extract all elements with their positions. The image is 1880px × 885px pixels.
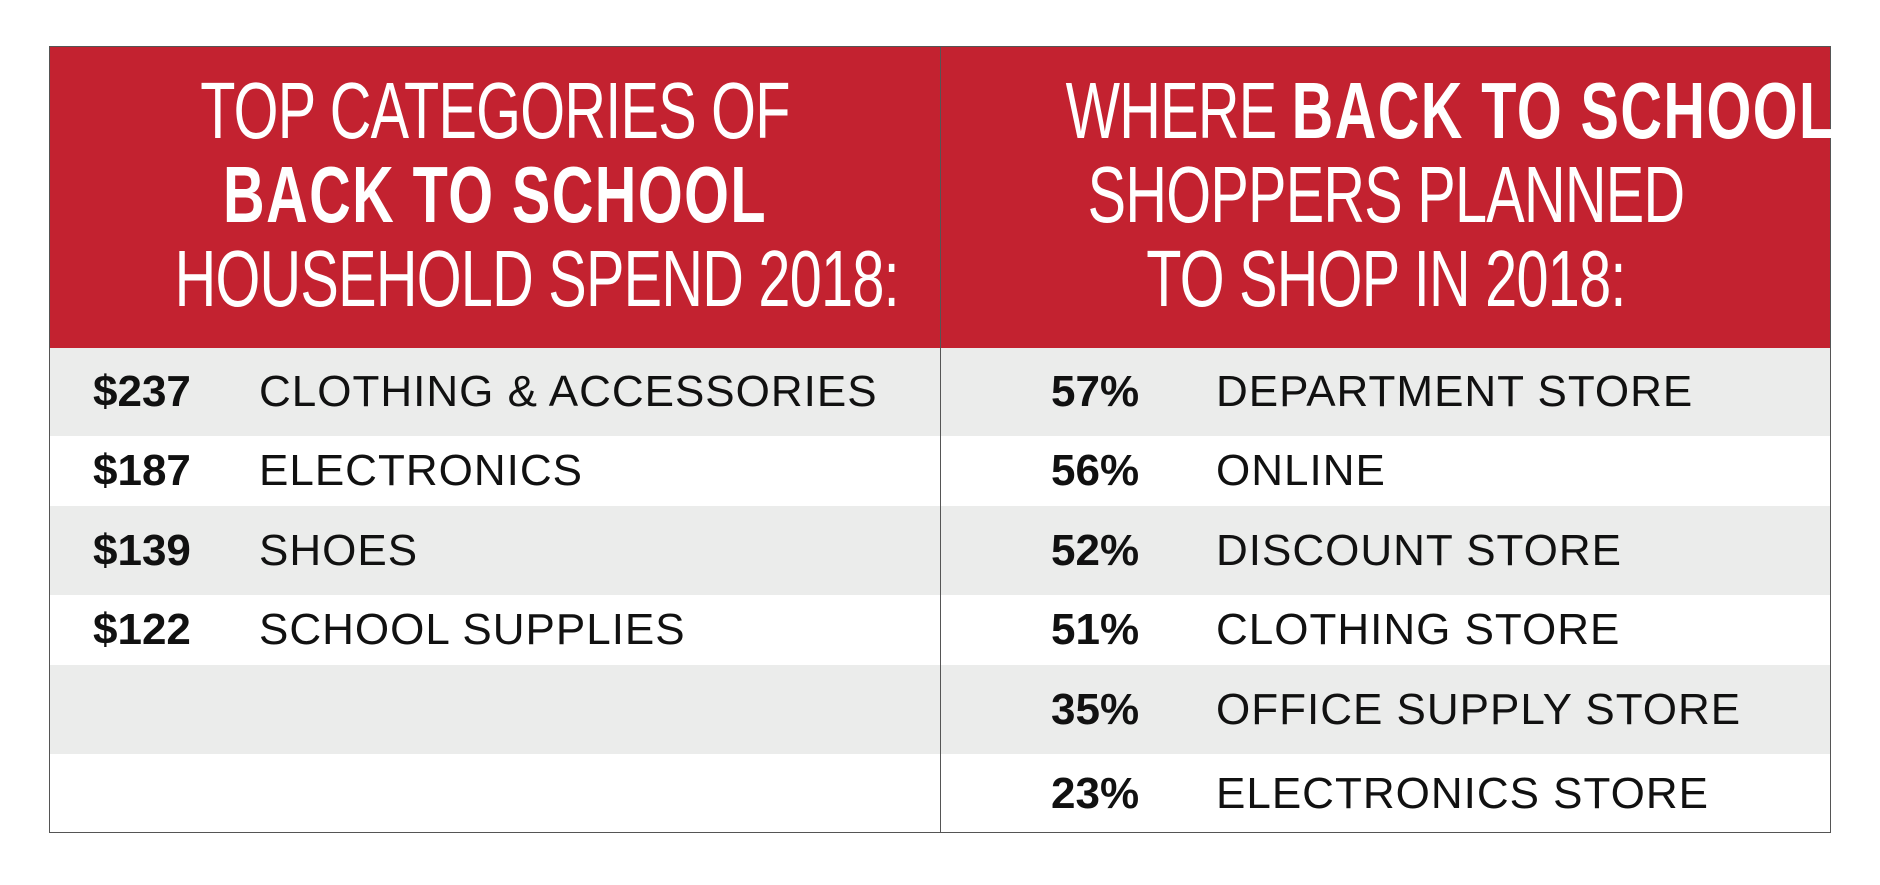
- header-line: SHOPPERS PLANNED: [1066, 153, 1707, 237]
- left-row-value: $237: [93, 367, 191, 416]
- left-header-title: TOP CATEGORIES OF BACK TO SCHOOL HOUSEHOLD…: [50, 69, 940, 321]
- header-text: WHERE: [1065, 66, 1292, 155]
- right-row-label: DEPARTMENT STORE: [1216, 367, 1694, 416]
- header-line: HOUSEHOLD SPEND 2018:: [175, 237, 900, 321]
- left-row-label: CLOTHING & ACCESSORIES: [259, 367, 878, 416]
- left-row-value: $139: [93, 525, 191, 575]
- header-bold-text: BACK TO SCHOOL: [1291, 66, 1836, 155]
- right-row-value: 57%: [1051, 367, 1140, 416]
- left-row-label: ELECTRONICS: [259, 446, 583, 495]
- column-divider: [940, 47, 941, 832]
- right-row-label: DISCOUNT STORE: [1216, 525, 1622, 575]
- header-text: TOP CATEGORIES OF: [200, 66, 790, 155]
- right-row-label: ELECTRONICS STORE: [1216, 769, 1709, 818]
- right-row-label: ONLINE: [1216, 446, 1386, 495]
- header-line: TOP CATEGORIES OF: [175, 69, 816, 153]
- header-text: TO SHOP IN 2018:: [1146, 234, 1626, 323]
- header-text: SHOPPERS PLANNED: [1087, 150, 1685, 239]
- right-row-value: 51%: [1051, 605, 1140, 654]
- header-line: WHERE BACK TO SCHOOL: [1065, 66, 1835, 155]
- infographic-table: TOP CATEGORIES OF BACK TO SCHOOL HOUSEHOLD…: [49, 46, 1835, 834]
- right-row-value: 56%: [1051, 446, 1140, 495]
- right-row-label: CLOTHING STORE: [1216, 605, 1621, 654]
- left-row-value: $122: [93, 605, 191, 654]
- header-line: BACK TO SCHOOL: [175, 153, 816, 237]
- left-row-value: $187: [93, 446, 191, 495]
- right-row-value: 23%: [1051, 769, 1140, 818]
- table-row: $122 SCHOOL SUPPLIES 51% CLOTHING STORE: [50, 595, 1830, 665]
- right-row-value: 35%: [1051, 684, 1140, 734]
- table-row: $187 ELECTRONICS 56% ONLINE: [50, 436, 1830, 506]
- header-text: HOUSEHOLD SPEND 2018:: [174, 234, 900, 323]
- left-row-label: SCHOOL SUPPLIES: [259, 605, 686, 654]
- header-line: TO SHOP IN 2018:: [1066, 237, 1707, 321]
- left-row-label: SHOES: [259, 525, 419, 575]
- right-row-label: OFFICE SUPPLY STORE: [1216, 684, 1742, 734]
- header-bold-text: BACK TO SCHOOL: [223, 150, 767, 239]
- table-row: 23% ELECTRONICS STORE: [50, 754, 1830, 834]
- right-header-title: WHERE BACK TO SCHOOL SHOPPERS PLANNED TO S…: [941, 66, 1835, 321]
- right-row-value: 52%: [1051, 525, 1140, 575]
